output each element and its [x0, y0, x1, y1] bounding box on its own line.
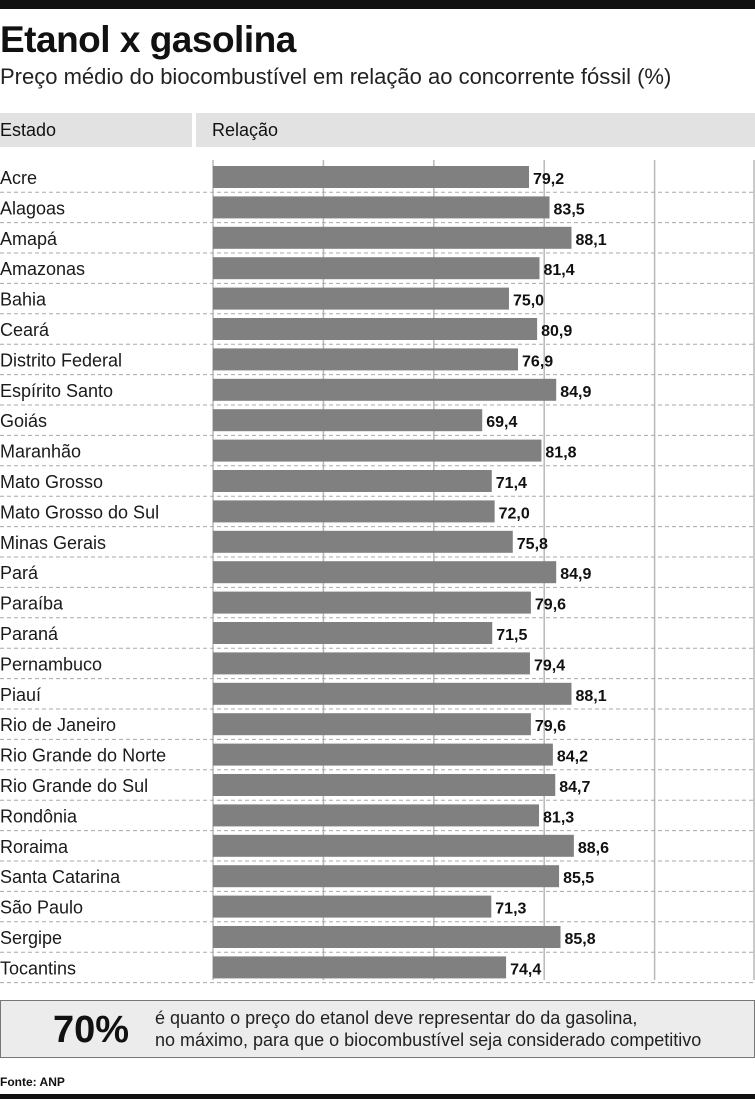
column-header-state: Estado	[0, 113, 192, 147]
value-label: 76,9	[522, 353, 553, 370]
value-label: 85,8	[565, 931, 596, 948]
row-label: Rondônia	[0, 806, 78, 826]
row-label: Distrito Federal	[0, 350, 122, 370]
bar-10	[213, 470, 492, 492]
row-label: Amapá	[0, 229, 58, 249]
bar-19	[213, 743, 553, 766]
row-label: Rio Grande do Sul	[0, 776, 148, 796]
bar-22	[213, 834, 574, 857]
bar-26	[213, 956, 507, 979]
row-label: Roraima	[0, 837, 69, 857]
value-label: 81,3	[543, 809, 574, 826]
bar-18	[213, 713, 531, 736]
row-label: Pernambuco	[0, 654, 102, 674]
chart-title: Etanol x gasolina	[0, 19, 296, 60]
bar-12	[213, 530, 513, 553]
value-label: 71,5	[496, 627, 527, 644]
bar-24	[213, 895, 492, 918]
bottom-rule	[0, 1094, 755, 1099]
value-label: 75,0	[513, 293, 544, 310]
bar-14	[213, 591, 531, 614]
row-label: Bahia	[0, 290, 47, 310]
bar-1	[213, 196, 550, 219]
bar-21	[213, 804, 540, 827]
row-label: Paraíba	[0, 594, 64, 614]
row-label: São Paulo	[0, 898, 83, 918]
bar-0	[213, 166, 529, 188]
row-label: Mato Grosso	[0, 472, 103, 492]
value-label: 79,6	[535, 597, 566, 614]
bar-25	[213, 926, 561, 948]
bar-16	[213, 652, 530, 675]
row-label: Sergipe	[0, 928, 62, 948]
value-label: 85,5	[563, 870, 594, 887]
source-label: Fonte: ANP	[0, 1075, 65, 1089]
bar-chart: Acre 79,2 Alagoas 83,5 Amapá 88,1 Amazonas 81,4…	[0, 160, 755, 984]
bar-13	[213, 561, 557, 584]
value-label: 84,7	[559, 779, 590, 796]
bar-17	[213, 682, 572, 705]
value-label: 84,9	[560, 566, 591, 583]
column-header-relation: Relação	[196, 113, 755, 147]
row-label: Piauí	[0, 685, 41, 705]
value-label: 84,2	[557, 749, 588, 766]
note-box: 70% é quanto o preço do etanol deve repr…	[0, 1000, 755, 1058]
row-label: Maranhão	[0, 442, 81, 462]
row-label: Pará	[0, 563, 39, 583]
bar-6	[213, 348, 519, 371]
bar-3	[213, 257, 540, 280]
row-label: Rio de Janeiro	[0, 715, 116, 735]
value-label: 74,4	[510, 961, 541, 978]
row-label: Rio Grande do Norte	[0, 746, 166, 766]
value-label: 71,3	[495, 901, 526, 918]
row-label: Espírito Santo	[0, 381, 113, 401]
row-label: Tocantins	[0, 958, 76, 978]
note-line-2: no máximo, para que o biocombustível sej…	[155, 1030, 702, 1050]
value-label: 72,0	[499, 505, 530, 522]
value-label: 84,9	[560, 384, 591, 401]
note-value: 70%	[53, 1009, 130, 1051]
row-label: Ceará	[0, 320, 50, 340]
value-label: 88,1	[575, 688, 606, 705]
value-label: 83,5	[554, 201, 585, 218]
row-label: Acre	[0, 168, 37, 188]
bar-2	[213, 226, 572, 249]
bar-7	[213, 378, 557, 401]
row-label: Mato Grosso do Sul	[0, 502, 159, 522]
value-label: 79,6	[535, 718, 566, 735]
row-label: Santa Catarina	[0, 867, 121, 887]
bar-23	[213, 865, 560, 888]
value-label: 88,1	[575, 232, 606, 249]
row-label: Alagoas	[0, 198, 65, 218]
value-label: 79,2	[533, 171, 564, 188]
value-label: 80,9	[541, 323, 572, 340]
value-label: 79,4	[534, 657, 565, 674]
value-label: 71,4	[496, 475, 527, 492]
bar-9	[213, 439, 542, 462]
value-label: 69,4	[486, 414, 517, 431]
bar-5	[213, 318, 538, 340]
chart-subtitle: Preço médio do biocombustível em relação…	[0, 64, 672, 89]
bar-15	[213, 622, 493, 644]
bar-11	[213, 500, 495, 523]
bar-20	[213, 774, 556, 796]
value-label: 88,6	[578, 840, 609, 857]
bar-8	[213, 409, 483, 432]
bar-4	[213, 287, 509, 310]
row-label: Paraná	[0, 624, 59, 644]
top-rule	[0, 0, 755, 9]
value-label: 81,8	[545, 445, 576, 462]
note-text: é quanto o preço do etanol deve represen…	[155, 1007, 701, 1051]
note-line-1: é quanto o preço do etanol deve represen…	[155, 1008, 638, 1028]
row-label: Amazonas	[0, 259, 85, 279]
row-label: Minas Gerais	[0, 533, 106, 553]
value-label: 75,8	[517, 536, 548, 553]
row-label: Goiás	[0, 411, 47, 431]
value-label: 81,4	[544, 262, 575, 279]
